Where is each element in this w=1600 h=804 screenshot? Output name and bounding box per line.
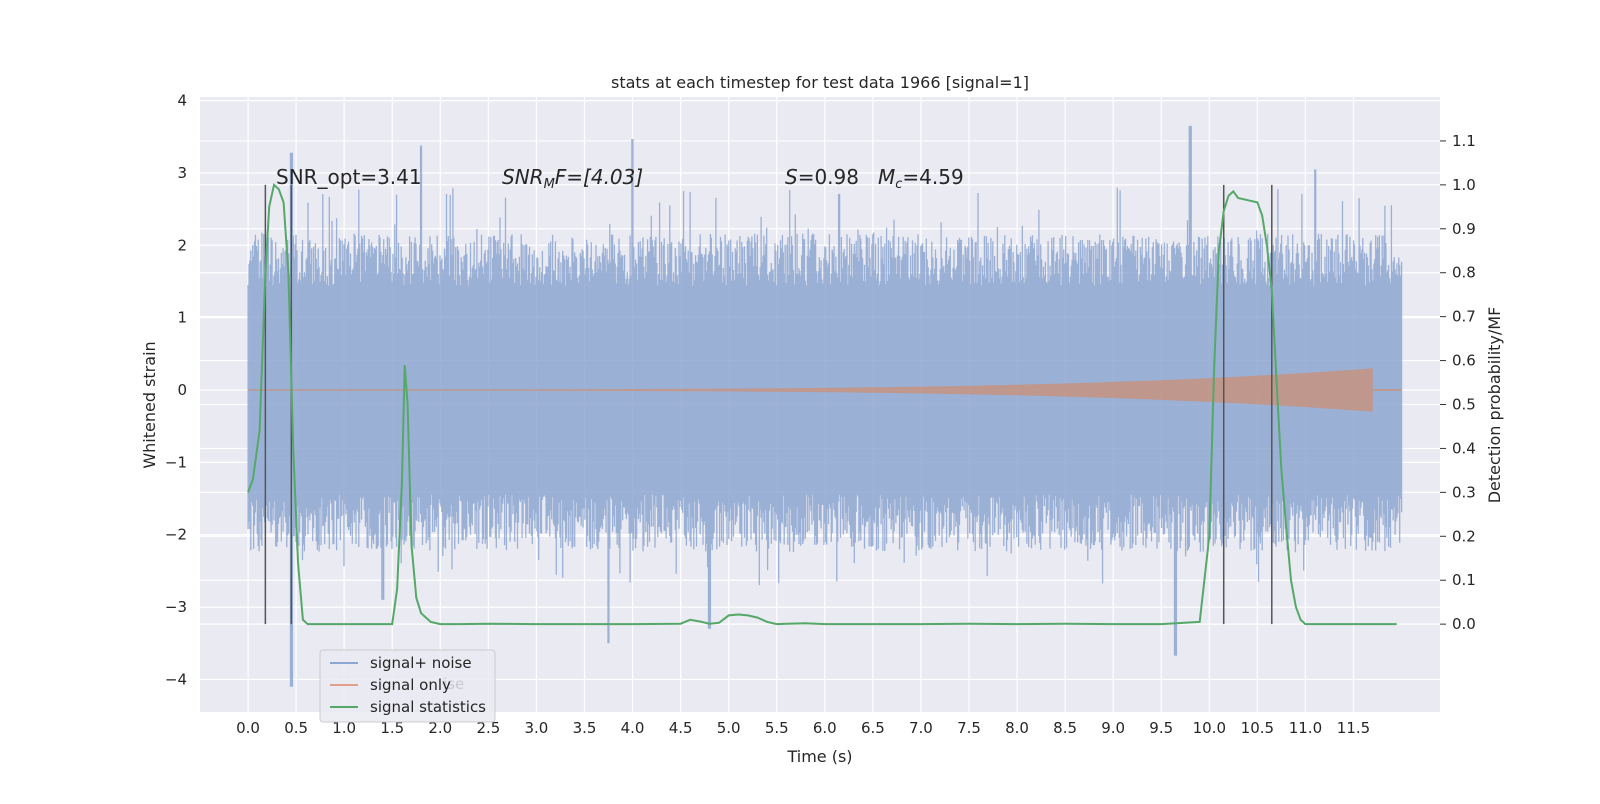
signal-only-series: [248, 368, 1373, 412]
x-axis-label: Time (s): [786, 747, 852, 766]
stats-layer: [247, 182, 1397, 626]
chart-title: stats at each timestep for test data 196…: [611, 73, 1029, 92]
y-axis-label-left: Whitened strain: [140, 341, 159, 468]
y-tick-label-right: 1.0: [1452, 176, 1476, 194]
legend-box: [319, 649, 496, 723]
y-axis-label-right: Detection probability/MF: [1485, 307, 1504, 504]
y-tick-label-right: 1.1: [1452, 132, 1476, 150]
annotation-mc-italic: M: [878, 165, 895, 189]
x-tick-label: 11.5: [1337, 719, 1370, 737]
x-tick-label: 9.5: [1149, 719, 1173, 737]
y-tick-label-left: −3: [165, 598, 187, 616]
y-tick-label-right: 0.7: [1452, 308, 1476, 326]
y-tick-label-left: 1: [177, 309, 187, 327]
x-tick-label: 7.0: [909, 719, 933, 737]
annotation-snr-mf-italic: SNR: [502, 165, 544, 189]
y-tick-label-left: −1: [165, 453, 187, 471]
y-tick-label-left: −4: [165, 670, 187, 688]
y-tick-label-left: 2: [177, 236, 187, 254]
x-tick-label: 0.0: [236, 719, 260, 737]
legend-label-stats: signal statistics: [370, 698, 486, 716]
legend-ghost-text: ise: [443, 675, 464, 693]
y-tick-label-right: 0.4: [1452, 439, 1476, 457]
x-tick-label: 4.0: [621, 719, 645, 737]
annotation-snr-mf-rest: F=[4.03]: [555, 165, 643, 189]
x-tick-label: 1.5: [380, 719, 404, 737]
x-tick-label: 6.5: [861, 719, 885, 737]
x-tick-label: 7.5: [957, 719, 981, 737]
y-tick-label-right: 0.9: [1452, 220, 1476, 238]
legend-label-signal: signal only: [370, 676, 451, 694]
y-tick-label-right: 0.0: [1452, 615, 1476, 633]
y-tick-label-right: 0.6: [1452, 352, 1476, 370]
annotation-mc-sub: c: [895, 177, 902, 192]
x-tick-label: 6.0: [813, 719, 837, 737]
y-tick-label-left: 3: [177, 164, 187, 182]
annotation-s-italic: S: [785, 165, 798, 189]
x-tick-label: 8.0: [1005, 719, 1029, 737]
tick-layer: 0.0 0.5 1.0 1.5 2.0 2.5 3.0 3.5 4.0 4.5 5.0 5.5 6.0 6…: [165, 92, 1476, 737]
x-tick-label: 4.5: [669, 719, 693, 737]
x-tick-label: 11.0: [1289, 719, 1322, 737]
x-tick-label: 3.0: [525, 719, 549, 737]
y-tick-label-right: 0.1: [1452, 571, 1476, 589]
annotation-snr-opt: SNR_opt=3.41: [276, 165, 422, 189]
y-tick-label-right: 0.8: [1452, 264, 1476, 282]
y-tick-label-left: 0: [177, 381, 187, 399]
annotation-mc: Mc=4.59: [878, 165, 964, 192]
legend-label-noise: signal+ noise: [370, 654, 472, 672]
y-tick-label-right: 0.3: [1452, 483, 1476, 501]
annotation-mc-rest: =4.59: [902, 165, 963, 189]
y-tick-label-left: −2: [165, 526, 187, 544]
x-tick-label: 2.0: [428, 719, 452, 737]
y-tick-label-left: 4: [177, 92, 187, 110]
x-tick-label: 5.0: [717, 719, 741, 737]
x-tick-label: 3.5: [573, 719, 597, 737]
annotation-snr-mf-sub: M: [544, 177, 555, 192]
annotation-snr-mf: SNRMF=[4.03]: [502, 165, 643, 192]
y-tick-label-right: 0.2: [1452, 527, 1476, 545]
x-tick-label: 10.5: [1241, 719, 1274, 737]
x-tick-label: 2.5: [476, 719, 500, 737]
x-tick-label: 5.5: [765, 719, 789, 737]
x-tick-label: 10.0: [1193, 719, 1226, 737]
x-tick-label: 9.0: [1101, 719, 1125, 737]
x-tick-label: 1.0: [332, 719, 356, 737]
annotation-s-rest: =0.98: [798, 165, 859, 189]
signal-layer: [248, 368, 1402, 412]
y-tick-label-right: 0.5: [1452, 396, 1476, 414]
legend: ise signal+ noise signal only signal sta…: [319, 649, 496, 723]
x-tick-label: 8.5: [1053, 719, 1077, 737]
annotation-s: S=0.98: [785, 165, 859, 189]
x-tick-label: 0.5: [284, 719, 308, 737]
signal-statistics-series: [247, 182, 1397, 626]
